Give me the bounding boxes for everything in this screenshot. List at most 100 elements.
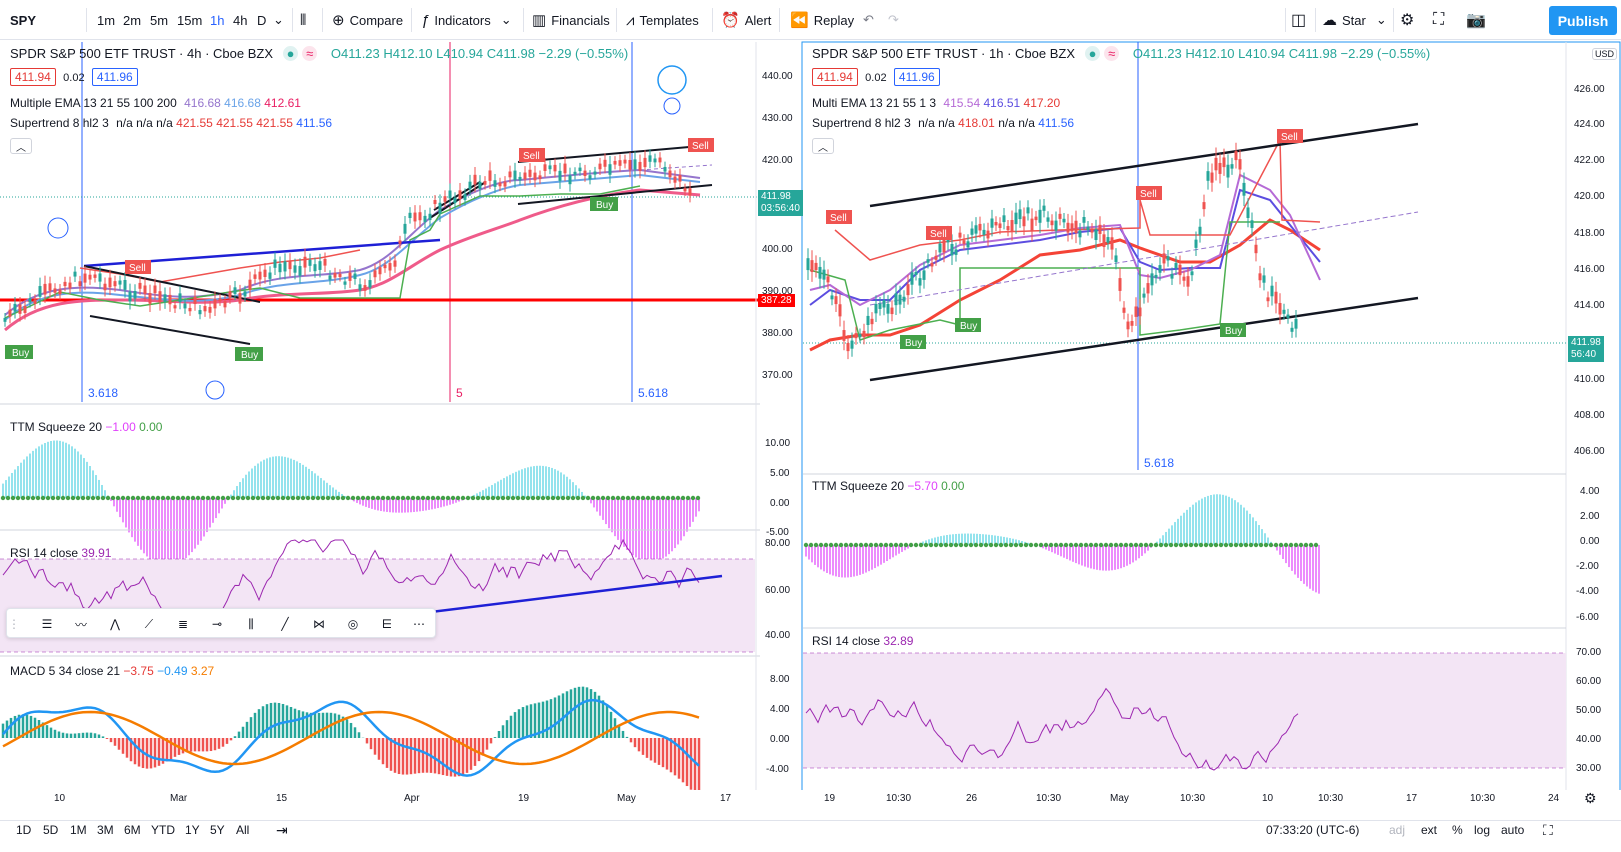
clock[interactable]: 07:33:20 (UTC-6): [1266, 823, 1360, 837]
candle-body: [323, 258, 327, 266]
right-ttm-legend[interactable]: TTM Squeeze 20 −5.70 0.00: [812, 479, 964, 493]
right-legend-title[interactable]: SPDR S&P 500 ETF TRUST · 1h · Cboe BZX ●…: [812, 46, 1430, 61]
range-5y[interactable]: 5Y: [210, 823, 225, 837]
right-channel-bottom[interactable]: [869, 296, 1419, 382]
interval-1m[interactable]: 1m: [97, 12, 116, 28]
range-3m[interactable]: 3M: [97, 823, 114, 837]
horizontal-lines-icon[interactable]: ☰: [41, 617, 53, 631]
symbol-search[interactable]: SPY: [10, 12, 37, 28]
interval-4h[interactable]: 4h: [233, 12, 248, 28]
left-ema-legend[interactable]: Multiple EMA 13 21 55 100 200 416.68 416…: [10, 96, 301, 110]
compare-button[interactable]: ⊕ Compare: [332, 0, 403, 40]
range-ytd[interactable]: YTD: [151, 823, 175, 837]
goto-date-icon[interactable]: ⇥: [276, 821, 288, 838]
range-1m[interactable]: 1M: [70, 823, 87, 837]
interval-15m[interactable]: 15m: [177, 12, 203, 28]
right-rsi-legend[interactable]: RSI 14 close 32.89: [812, 634, 913, 648]
sell-label: Sell: [692, 141, 709, 152]
rsi-value: 39.91: [81, 546, 112, 560]
financials-button[interactable]: ▥ Financials: [532, 0, 610, 40]
gann-icon[interactable]: ◎: [347, 617, 359, 631]
chart-settings-gear-icon[interactable]: ⚙: [1584, 790, 1597, 806]
left-ttm-legend[interactable]: TTM Squeeze 20 −1.00 0.00: [10, 420, 162, 434]
line-tool-icon[interactable]: ╱: [281, 617, 289, 631]
vertical-lines-icon[interactable]: ⫼: [248, 616, 254, 631]
settings-gear-icon[interactable]: ⚙: [1400, 12, 1415, 29]
interval-5m[interactable]: 5m: [150, 12, 169, 28]
maximize-icon[interactable]: ⛶: [1543, 821, 1553, 838]
alert-button[interactable]: ⏰ Alert: [721, 0, 771, 40]
range-5d[interactable]: 5D: [43, 823, 59, 837]
bid-price[interactable]: 411.94: [812, 68, 858, 86]
left-supertrend-legend[interactable]: Supertrend 8 hl2 3 n/a n/a n/a 421.55 42…: [10, 116, 332, 130]
wave-pattern-icon[interactable]: 〰: [74, 617, 87, 632]
squeeze-dot: [55, 495, 61, 501]
left-rsi-legend[interactable]: RSI 14 close 39.91: [10, 546, 111, 560]
bid-price[interactable]: 411.94: [10, 68, 56, 86]
fib-retracement-icon[interactable]: ≣: [177, 617, 189, 631]
price-tick: 370.00: [762, 370, 793, 381]
parallel-channel-icon[interactable]: ⋿: [381, 617, 393, 631]
squeeze-dot: [883, 542, 889, 548]
candle-body: [1274, 291, 1278, 304]
right-ema-legend[interactable]: Multi EMA 13 21 55 1 3 415.54 416.51 417…: [812, 96, 1060, 110]
publish-button[interactable]: Publish: [1549, 6, 1617, 35]
price-tick: 420.00: [762, 155, 793, 166]
black-trendline[interactable]: [89, 315, 251, 345]
interval-1h[interactable]: 1h: [210, 12, 225, 28]
currency-label[interactable]: USD: [1592, 48, 1618, 60]
fullscreen-icon[interactable]: ⛶: [1433, 11, 1445, 28]
channel-bottom-line[interactable]: [517, 184, 713, 205]
interval-2m[interactable]: 2m: [123, 12, 142, 28]
candle-body: [1174, 262, 1178, 269]
right-price-pane[interactable]: Sell Sell Sell Sell Buy Buy Buy: [803, 42, 1566, 470]
log-toggle[interactable]: log: [1474, 823, 1491, 837]
replay-button[interactable]: ⏪ Replay: [790, 0, 854, 40]
redo-icon[interactable]: ↷: [888, 12, 899, 27]
trend-line-icon[interactable]: ⟋: [144, 616, 154, 631]
squeeze-dot: [1063, 542, 1069, 548]
pattern-icon[interactable]: ⋈: [313, 617, 325, 631]
abc-wave-icon[interactable]: ⋀: [110, 617, 120, 631]
squeeze-dot: [185, 495, 191, 501]
drag-handle-icon[interactable]: ⋮: [8, 617, 20, 631]
adj-toggle[interactable]: adj: [1389, 823, 1406, 837]
range-1y[interactable]: 1Y: [185, 823, 200, 837]
percent-toggle[interactable]: %: [1452, 823, 1463, 837]
date-range-icon[interactable]: ⋯: [413, 617, 425, 631]
collapse-legend-button[interactable]: ︿: [10, 138, 32, 154]
squeeze-dot: [1168, 542, 1174, 548]
star-button[interactable]: ☁ Star ⌄: [1322, 0, 1387, 40]
camera-icon[interactable]: 📷: [1466, 12, 1486, 29]
auto-toggle[interactable]: auto: [1501, 823, 1525, 837]
range-all[interactable]: All: [236, 823, 250, 837]
price-tick: 380.00: [762, 328, 793, 339]
right-supertrend-legend[interactable]: Supertrend 8 hl2 3 n/a n/a 418.01 n/a n/…: [812, 116, 1074, 130]
trendline[interactable]: [429, 182, 485, 219]
left-legend-title[interactable]: SPDR S&P 500 ETF TRUST · 4h · Cboe BZX ●…: [10, 46, 628, 61]
ext-toggle[interactable]: ext: [1421, 823, 1438, 837]
templates-button[interactable]: ⩘ Templates: [626, 0, 699, 40]
horizontal-ray-icon[interactable]: ⊸: [211, 617, 223, 631]
layout-icon[interactable]: ◫: [1291, 12, 1307, 29]
undo-icon[interactable]: ↶: [863, 12, 874, 27]
right-channel-top[interactable]: [869, 122, 1419, 208]
collapse-legend-button[interactable]: ︿: [812, 138, 834, 154]
squeeze-dot: [878, 542, 884, 548]
left-macd-legend[interactable]: MACD 5 34 close 21 −3.75 −0.49 3.27: [10, 664, 214, 678]
trendline[interactable]: [433, 181, 481, 211]
indicators-button[interactable]: ƒ Indicators ⌄: [421, 0, 512, 40]
interval-d[interactable]: D: [257, 12, 267, 28]
candle-body: [1210, 172, 1214, 183]
channel-top-line[interactable]: [517, 144, 713, 163]
right-bid-ask: 411.94 0.02 411.96: [812, 68, 940, 86]
ask-price[interactable]: 411.96: [893, 68, 940, 86]
candle-body: [123, 279, 127, 290]
chart-type-button[interactable]: ⫴: [300, 0, 311, 40]
range-1d[interactable]: 1D: [16, 823, 32, 837]
range-6m[interactable]: 6M: [124, 823, 141, 837]
ask-price[interactable]: 411.96: [91, 68, 138, 86]
left-price-pane[interactable]: Buy Buy Buy Sell Sell Sell: [0, 42, 760, 402]
candle-body: [830, 295, 834, 300]
interval-dropdown-icon[interactable]: ⌄: [273, 12, 284, 27]
